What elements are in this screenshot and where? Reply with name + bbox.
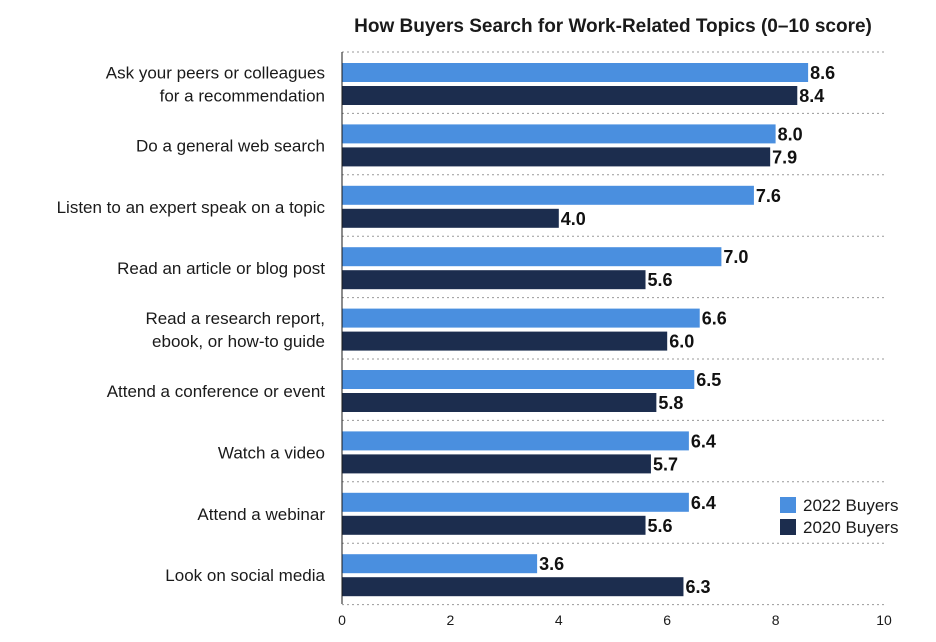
data-label: 7.6 — [756, 186, 781, 206]
category-label: Attend a webinar — [197, 505, 325, 524]
category-label-line: Look on social media — [165, 566, 325, 585]
legend-swatch — [780, 519, 796, 535]
data-label: 5.8 — [658, 393, 683, 413]
bar — [342, 247, 722, 267]
category-label: Ask your peers or colleagues for a recomm… — [106, 64, 325, 106]
bar — [342, 331, 668, 351]
chart-title: How Buyers Search for Work-Related Topic… — [354, 16, 872, 37]
bars — [342, 63, 809, 597]
category-label: Read a research report, ebook, or how-to … — [145, 309, 325, 351]
legend-swatch — [780, 497, 796, 513]
bar — [342, 185, 754, 205]
data-label: 5.7 — [653, 454, 678, 474]
data-label: 6.0 — [669, 332, 694, 352]
data-label: 6.3 — [685, 577, 710, 597]
x-tick-label: 6 — [663, 612, 671, 628]
category-label: Do a general web search — [136, 136, 325, 155]
bar — [342, 492, 689, 512]
category-label-line: Ask your peers or colleagues — [106, 64, 325, 83]
data-label: 5.6 — [648, 270, 673, 290]
category-label-line: Attend a conference or event — [107, 382, 326, 401]
bar — [342, 124, 776, 144]
data-label: 8.6 — [810, 63, 835, 83]
category-label-line: for a recommendation — [160, 87, 325, 106]
category-label: Attend a conference or event — [107, 382, 326, 401]
gridlines — [342, 51, 884, 606]
category-label-line: Attend a webinar — [197, 505, 325, 524]
bar — [342, 393, 657, 412]
data-label: 3.6 — [539, 554, 564, 574]
category-label-line: Read an article or blog post — [117, 259, 325, 278]
x-tick-label: 10 — [876, 612, 892, 628]
category-label: Watch a video — [218, 443, 325, 462]
category-label-line: Read a research report, — [145, 309, 325, 328]
data-label: 6.6 — [702, 309, 727, 329]
x-tick-label: 2 — [447, 612, 455, 628]
legend-label: 2022 Buyers — [803, 496, 898, 515]
data-label: 6.5 — [696, 370, 721, 390]
bar — [342, 208, 559, 228]
category-labels: Ask your peers or colleagues for a recomm… — [57, 64, 326, 586]
value-labels: 8.6 8.4 8.0 7.9 7.6 4.0 7.0 5.6 6.6 6.06.5 5.8 6.4 5… — [539, 63, 835, 597]
data-label: 7.0 — [723, 247, 748, 267]
legend-label: 2020 Buyers — [803, 518, 898, 537]
bar — [342, 515, 646, 535]
category-label-line: ebook, or how-to guide — [152, 332, 325, 351]
data-label: 6.4 — [691, 431, 716, 451]
x-axis: 0 2 4 6 8 10 — [338, 52, 892, 628]
bar — [342, 308, 700, 328]
category-label: Read an article or blog post — [117, 259, 325, 278]
data-label: 8.0 — [778, 124, 803, 144]
bar — [342, 63, 809, 82]
data-label: 7.9 — [772, 147, 797, 167]
bar — [342, 577, 684, 597]
bar — [342, 454, 651, 474]
data-label: 8.4 — [799, 86, 824, 106]
category-label-line: Watch a video — [218, 443, 325, 462]
data-label: 4.0 — [561, 209, 586, 229]
data-label: 5.6 — [648, 516, 673, 536]
category-label: Look on social media — [165, 566, 325, 585]
bar — [342, 431, 689, 451]
bar — [342, 86, 798, 105]
category-label-line: Listen to an expert speak on a topic — [57, 198, 326, 217]
x-tick-label: 0 — [338, 612, 346, 628]
category-label-line: Do a general web search — [136, 136, 325, 155]
bar — [342, 554, 538, 574]
data-label: 6.4 — [691, 493, 716, 513]
bar — [342, 147, 771, 167]
x-tick-label: 4 — [555, 612, 563, 628]
category-label: Listen to an expert speak on a topic — [57, 198, 326, 217]
bar — [342, 370, 695, 389]
x-tick-label: 8 — [772, 612, 780, 628]
bar — [342, 270, 646, 290]
legend: 2022 Buyers 2020 Buyers — [780, 496, 898, 537]
